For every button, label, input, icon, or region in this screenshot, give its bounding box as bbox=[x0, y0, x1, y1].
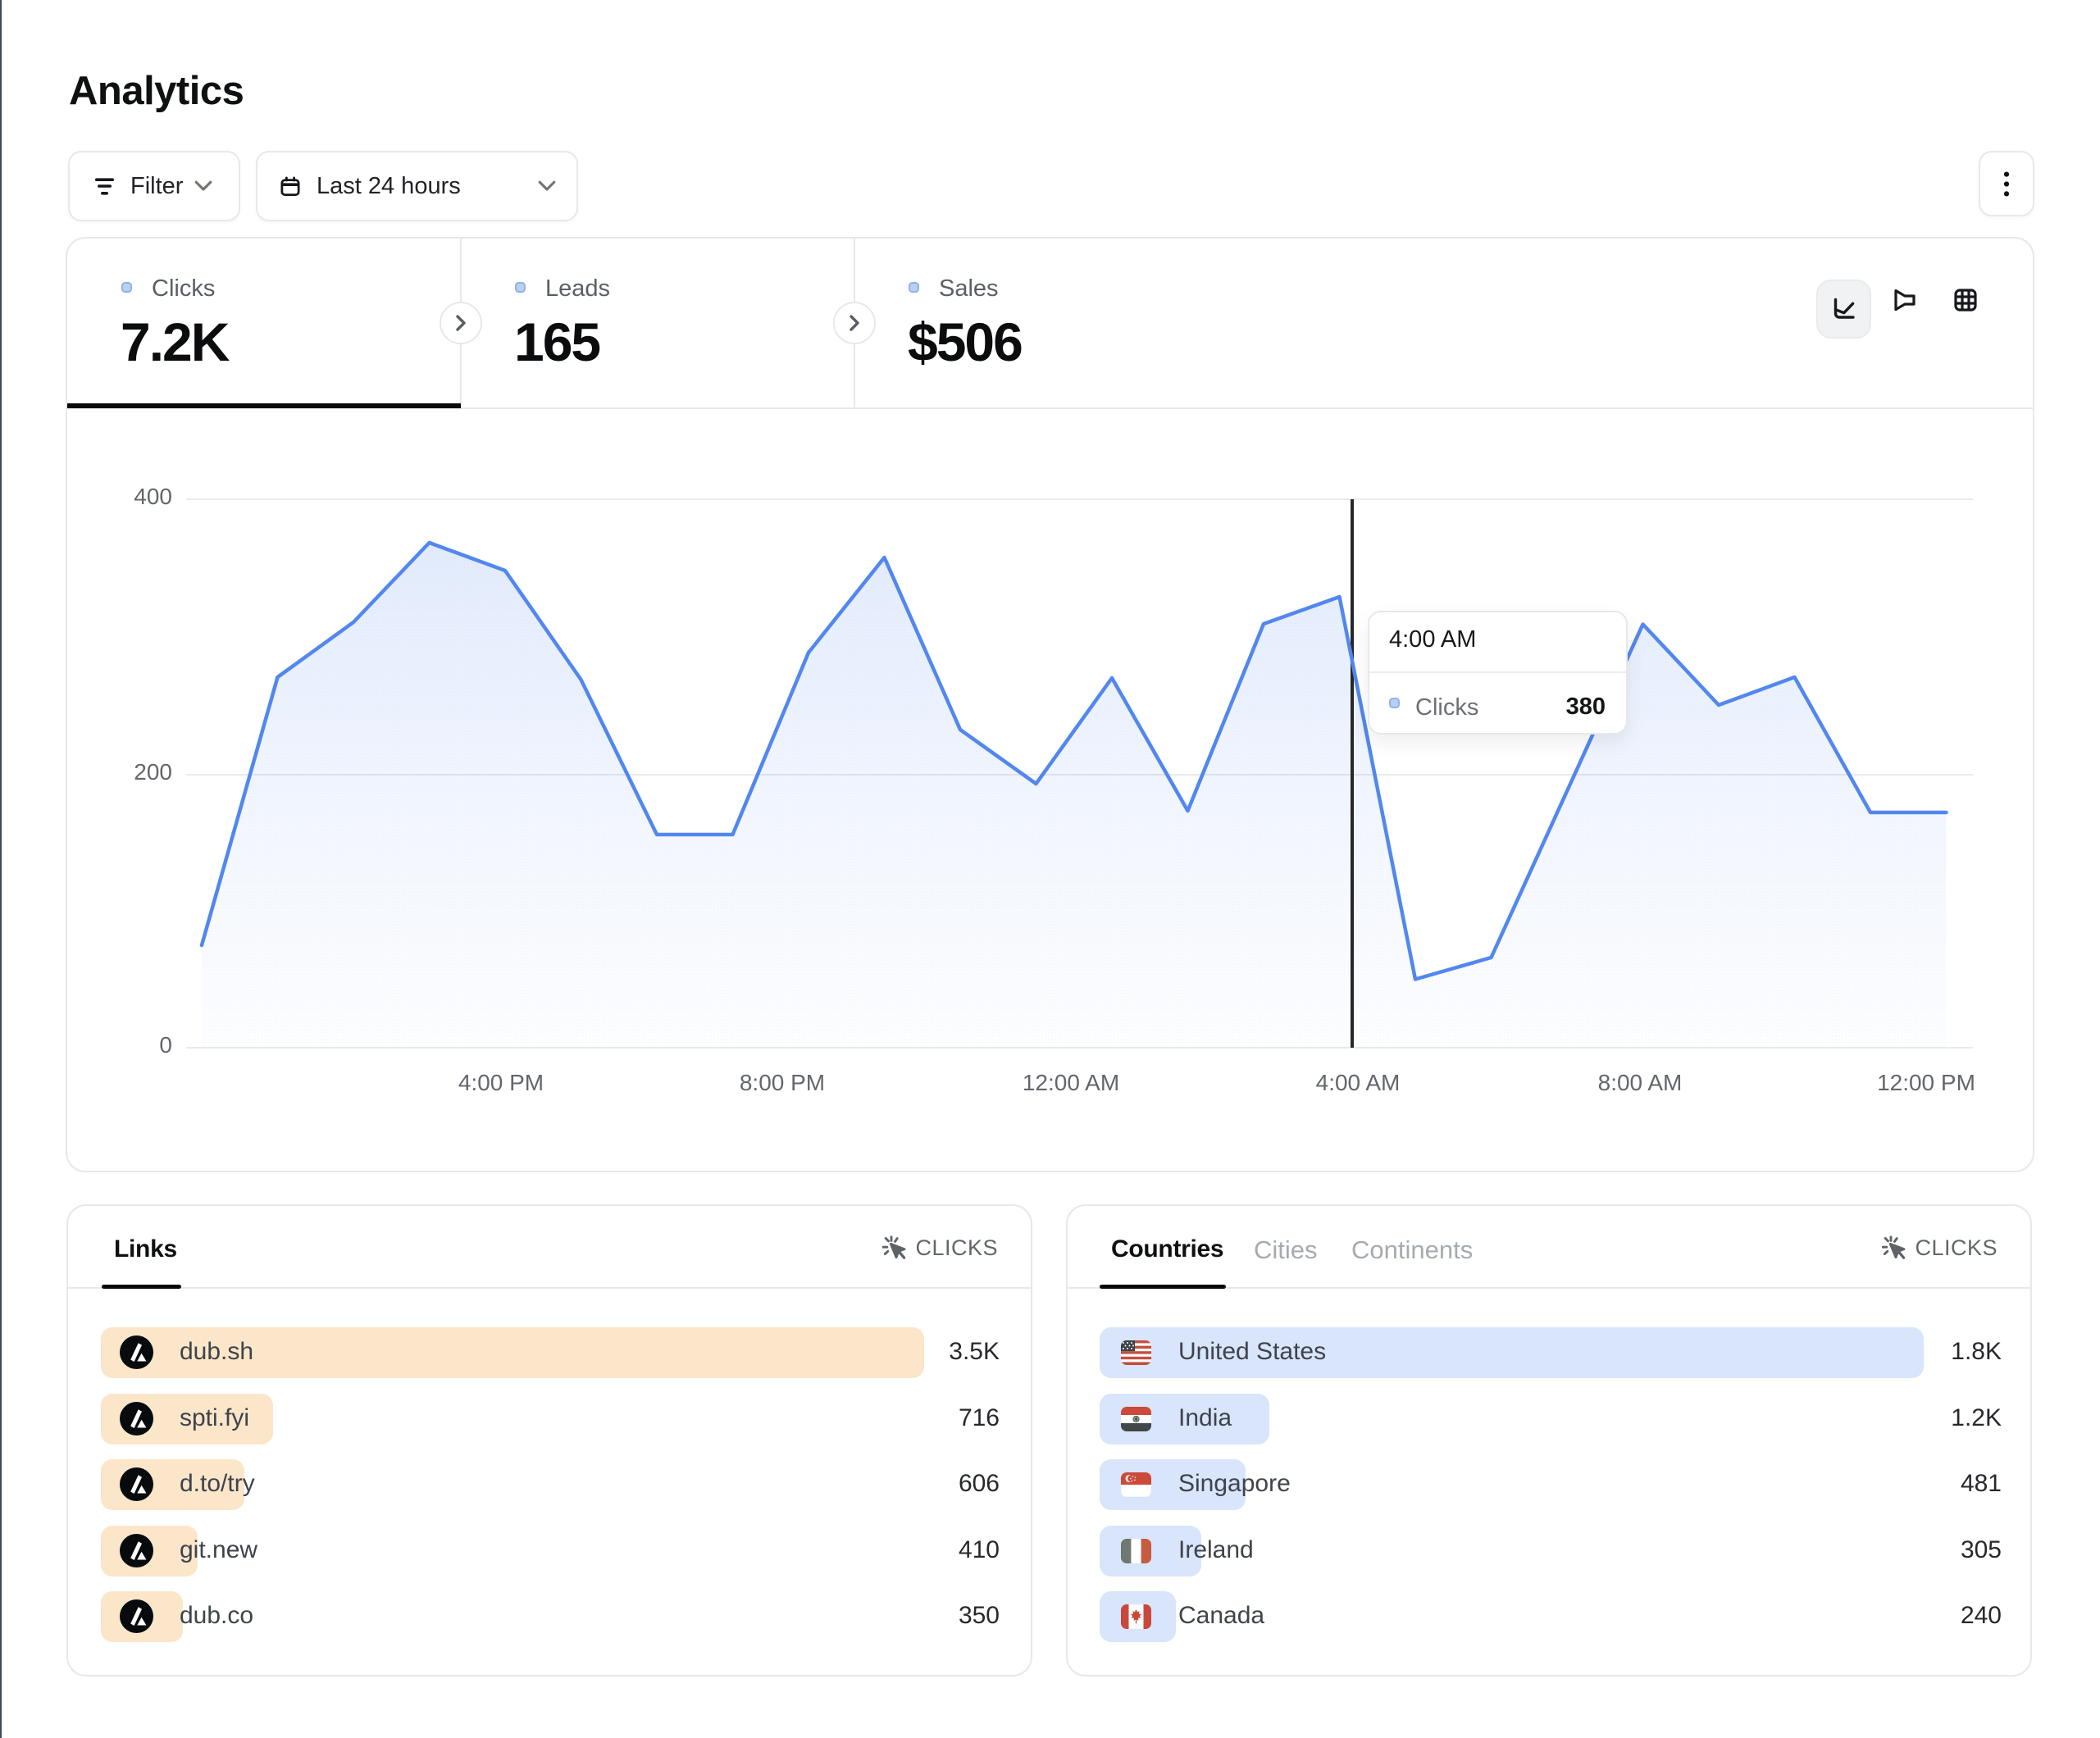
svg-text:8:00 PM: 8:00 PM bbox=[740, 1070, 825, 1095]
svg-text:12:00 PM: 12:00 PM bbox=[1877, 1070, 1975, 1095]
svg-text:4:00 AM: 4:00 AM bbox=[1316, 1070, 1401, 1095]
svg-text:0: 0 bbox=[159, 1032, 172, 1058]
svg-text:4:00 PM: 4:00 PM bbox=[458, 1070, 544, 1095]
svg-text:200: 200 bbox=[134, 759, 172, 785]
svg-text:400: 400 bbox=[134, 484, 172, 509]
svg-text:12:00 AM: 12:00 AM bbox=[1023, 1070, 1119, 1095]
svg-text:8:00 AM: 8:00 AM bbox=[1598, 1070, 1683, 1095]
